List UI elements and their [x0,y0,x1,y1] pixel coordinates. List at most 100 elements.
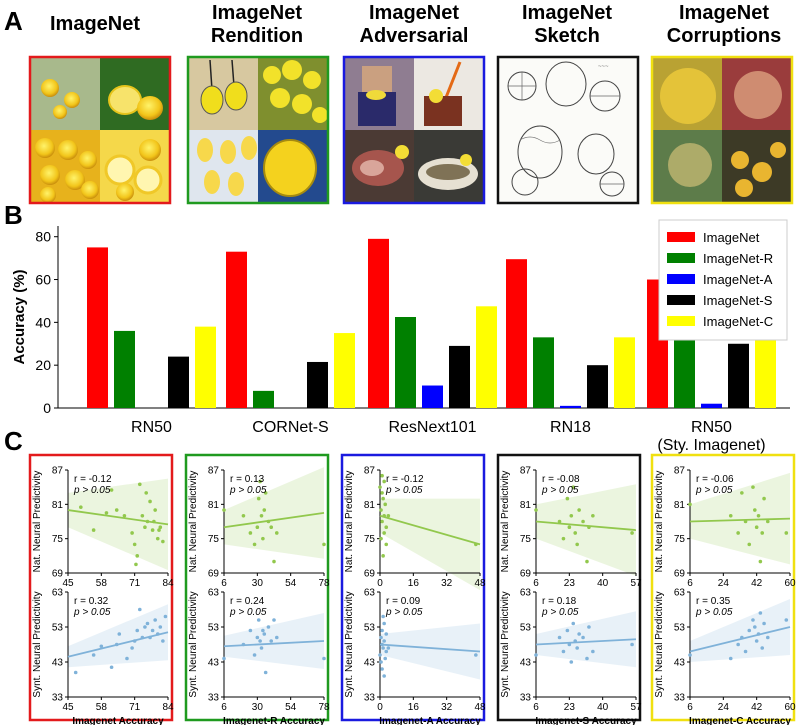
synthetic-3-y-tick-label: 43 [520,658,532,669]
natural-4-data-point [747,542,752,547]
synthetic-4-y-tick-label: 33 [674,693,686,704]
dataset-title-sketch-2: Sketch [534,25,600,47]
natural-2-data-point [381,554,385,558]
natural-2-data-point [384,542,389,547]
synthetic-1-data-point [272,618,276,622]
natural-4-y-tick-label: 87 [674,466,686,477]
bar-imagenet-c-2 [476,306,497,408]
natural-3-data-point [557,519,562,524]
synthetic-3-x-tick-label: 40 [597,702,609,713]
natural-0-y-tick-label: 75 [52,534,64,545]
synthetic-4-y-tick-label: 63 [674,588,686,599]
natural-3-data-point [581,519,585,524]
natural-0-data-point [152,519,156,524]
natural-0-y-label: Nat. Neural Predictivity [32,471,43,573]
synthetic-1-x-label: Imagenet-R Accuracy [223,716,325,725]
synthetic-1-data-point [248,628,253,633]
synthetic-0-x-tick-label: 84 [162,702,174,713]
synthetic-2-regression-line [379,643,481,653]
dataset-title-imagenet: ImageNet [50,13,140,35]
synthetic-1-data-point [262,632,267,636]
natural-4-r-value: r = -0.06 [696,474,734,485]
synthetic-4-data-point [728,656,733,661]
bar-imagenet-s-1 [307,361,328,408]
natural-1-y-tick-label: 75 [208,534,220,545]
bar-imagenet-s-3 [587,365,608,408]
natural-4-regression-line [689,517,791,523]
natural-0-data-point [122,513,127,518]
synthetic-4-data-point [751,618,755,622]
natural-2-y-tick-label: 81 [364,500,376,511]
y-tick-label: 60 [35,272,51,288]
scatter-column-border [650,453,796,722]
natural-0-p-value: p > 0.05 [73,485,111,496]
legend-label: ImageNet-S [703,293,773,308]
synthetic-2-p-value: p > 0.05 [385,607,423,618]
synthetic-2-data-point [380,628,384,633]
natural-3-data-point [577,508,581,512]
synthetic-1-y-tick-label: 53 [208,623,220,634]
natural-3-regression-line [535,520,637,531]
natural-2-data-point [384,525,389,530]
synthetic-3-data-point [575,646,579,650]
natural-0-data-point [144,491,149,495]
synthetic-3-data-point [557,635,562,640]
natural-2-data-point [380,473,384,478]
synthetic-0-x-tick-label: 71 [129,702,141,713]
natural-0-x-tick-label: 84 [162,578,174,589]
natural-1-data-point [252,542,257,547]
natural-1-confidence-band [224,467,324,559]
synthetic-1-r-value: r = 0.24 [230,596,265,607]
synthetic-0-data-point [130,646,134,650]
synthetic-4-data-point [740,635,744,640]
synthetic-0-data-point [135,628,140,633]
synthetic-3-x-label: Imagenet-S Accuracy [535,716,637,725]
synthetic-1-data-point [258,639,262,643]
synthetic-4-x-tick-label: 42 [751,702,763,713]
natural-2-data-point [382,479,386,484]
synthetic-3-data-point [534,653,538,657]
natural-4-data-point [740,491,744,495]
synthetic-1-x-tick-label: 78 [318,702,330,713]
scatter-column-border [184,453,330,722]
natural-2-data-point [379,508,383,512]
natural-0-data-point [145,519,150,524]
synthetic-0-x-tick-label: 45 [62,702,74,713]
synthetic-0-data-point [109,665,114,670]
synthetic-0-r-value: r = 0.32 [74,596,109,607]
natural-4-x-tick-label: 60 [784,578,796,589]
natural-2-x-tick-label: 16 [408,578,420,589]
natural-2-data-point [380,491,384,495]
synthetic-2-data-point [386,646,391,650]
natural-0-data-point [104,511,109,515]
legend-swatch [667,232,695,242]
synthetic-3-r-value: r = 0.18 [542,596,577,607]
y-tick-label: 0 [43,400,51,416]
bar-imagenet-c-1 [334,333,355,408]
natural-4-data-point [736,531,740,535]
dataset-title-adversarial-1: ImageNet [369,2,459,24]
natural-1-data-point [269,525,274,530]
synthetic-1-data-point [322,656,326,661]
bar-imagenet-s-2 [449,345,470,408]
category-label: CORNet-S [252,419,328,436]
legend-swatch [667,316,695,326]
synthetic-2-data-point [384,632,389,636]
synthetic-4-data-point [688,653,692,657]
natural-1-regression-line [223,512,325,529]
synthetic-0-y-tick-label: 43 [52,658,64,669]
natural-3-r-value: r = -0.08 [542,474,580,485]
natural-2-data-point [386,513,391,518]
natural-2-y-tick-label: 75 [364,534,376,545]
natural-4-y-tick-label: 75 [674,534,686,545]
synthetic-1-y-tick-label: 63 [208,588,220,599]
bar-imagenet-r-4 [674,322,695,408]
natural-0-data-point [91,528,96,532]
bar-imagenet-2 [368,238,389,408]
synthetic-4-x-label: Imagenet-C Accuracy [689,716,791,725]
synthetic-3-data-point [587,625,591,629]
natural-1-x-tick-label: 30 [252,578,264,589]
synthetic-0-data-point [143,625,147,629]
natural-0-data-point [137,482,142,487]
natural-2-y-label: Nat. Neural Predictivity [344,471,355,573]
